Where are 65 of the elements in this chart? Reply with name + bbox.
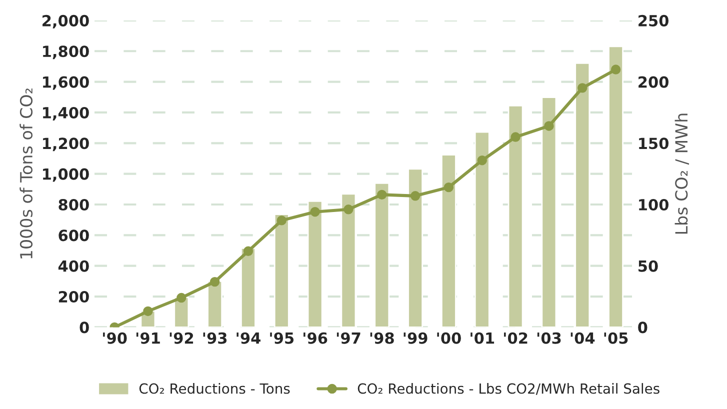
point bbox=[410, 191, 420, 201]
bar bbox=[274, 214, 290, 328]
bar bbox=[608, 46, 624, 328]
point bbox=[176, 292, 186, 303]
y2-axis-title: Lbs CO₂ / MWh bbox=[674, 114, 690, 234]
x-tick-label: '99 bbox=[404, 332, 428, 344]
x-tick-label: '96 bbox=[304, 332, 328, 344]
point bbox=[344, 204, 354, 214]
y-tick-label: 0 bbox=[80, 322, 89, 334]
y-tick-label: 1,800 bbox=[43, 46, 89, 60]
point bbox=[243, 246, 254, 256]
y-tick-label: 800 bbox=[58, 198, 89, 211]
point bbox=[444, 182, 454, 192]
y2-tick-label: 150 bbox=[639, 138, 669, 150]
point bbox=[143, 306, 153, 316]
y-tick-label: 200 bbox=[58, 290, 89, 303]
point bbox=[510, 132, 520, 142]
x-tick-label: '94 bbox=[236, 332, 260, 344]
x-tick-label: '05 bbox=[604, 332, 628, 344]
point bbox=[477, 155, 487, 166]
bar bbox=[440, 154, 456, 328]
point bbox=[377, 190, 387, 200]
bar bbox=[340, 193, 356, 328]
x-tick-label: '01 bbox=[470, 332, 494, 344]
point bbox=[610, 64, 621, 74]
x-tick-label: '02 bbox=[504, 332, 528, 344]
y2-tick-label: 0 bbox=[638, 322, 648, 334]
bar bbox=[574, 62, 590, 328]
x-tick-label: '92 bbox=[170, 332, 194, 344]
x-tick-label: '04 bbox=[570, 332, 595, 344]
bar bbox=[207, 280, 223, 328]
bar bbox=[408, 168, 424, 328]
bar bbox=[474, 131, 490, 328]
y2-tick-label: 200 bbox=[638, 76, 669, 88]
y-tick-label: 1,000 bbox=[43, 168, 89, 182]
x-tick-label: '03 bbox=[537, 332, 561, 344]
x-tick-label: '91 bbox=[136, 332, 160, 344]
y-tick-label: 2,000 bbox=[42, 14, 89, 28]
x-tick-label: '97 bbox=[336, 332, 360, 344]
legend-label: CO₂ Reductions - Lbs CO2/MWh Retail Sales bbox=[358, 383, 660, 395]
x-tick-label: '98 bbox=[370, 332, 394, 344]
y2-tick-label: 250 bbox=[638, 14, 669, 26]
point bbox=[276, 216, 286, 226]
point bbox=[578, 83, 588, 93]
y-tick-label: 1,400 bbox=[43, 106, 89, 120]
point bbox=[544, 121, 554, 131]
y-axis-title: 1000s of Tons of CO₂ bbox=[20, 88, 33, 258]
bar bbox=[541, 96, 557, 328]
bar bbox=[307, 200, 323, 328]
bar bbox=[374, 182, 390, 328]
bar bbox=[508, 105, 524, 328]
x-tick-label: '00 bbox=[437, 332, 461, 344]
point bbox=[310, 207, 320, 217]
bar bbox=[240, 248, 256, 328]
y-tick-label: 400 bbox=[58, 260, 89, 272]
point bbox=[210, 276, 220, 287]
y-tick-label: 1,200 bbox=[43, 138, 89, 152]
legend-label: CO₂ Reductions - Tons bbox=[139, 383, 290, 394]
y-tick-label: 600 bbox=[58, 230, 89, 242]
y-tick-label: 1,600 bbox=[43, 76, 89, 90]
x-tick-label: '93 bbox=[203, 332, 227, 344]
x-tick-label: '90 bbox=[103, 332, 127, 344]
x-tick-label: '95 bbox=[270, 332, 294, 344]
y2-tick-label: 50 bbox=[638, 260, 658, 272]
y2-tick-label: 100 bbox=[639, 198, 669, 211]
